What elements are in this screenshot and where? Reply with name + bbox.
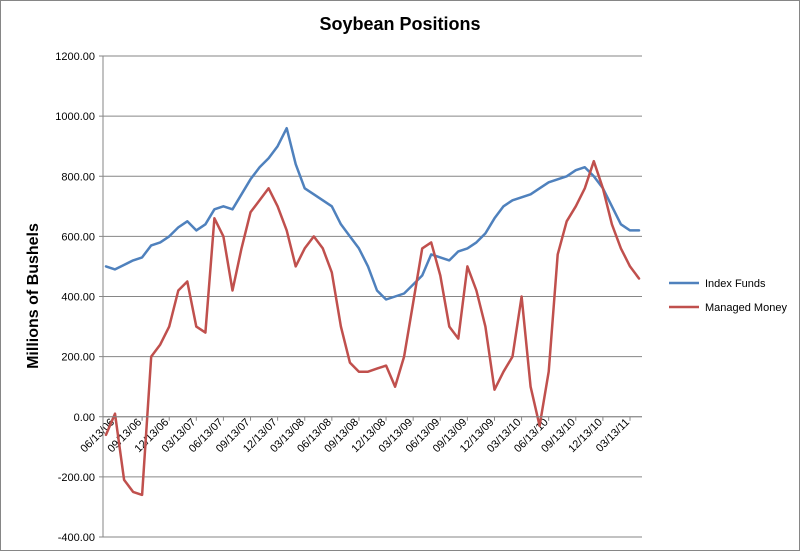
y-tick-label: 800.00	[61, 171, 95, 183]
y-tick-label: -200.00	[58, 472, 95, 484]
y-tick-label: 1000.00	[55, 111, 95, 123]
y-tick-label: -400.00	[58, 532, 95, 544]
legend-label: Index Funds	[705, 278, 766, 290]
y-tick-label: 0.00	[74, 412, 95, 424]
chart-title: Soybean Positions	[319, 14, 480, 34]
axes	[102, 56, 642, 537]
series-line-managed-money	[104, 159, 641, 497]
y-axis-title: Millions of Bushels	[25, 223, 42, 369]
plot-lines	[104, 126, 641, 497]
y-tick-label: 1200.00	[55, 51, 95, 63]
legend-label: Managed Money	[705, 302, 787, 314]
x-axis-ticks: 06/13/0609/13/0612/13/0603/13/0706/13/07…	[78, 416, 632, 455]
legend: Index Funds Managed Money	[669, 278, 787, 314]
y-tick-label: 400.00	[61, 292, 95, 304]
gridlines	[103, 55, 642, 538]
y-axis-ticks: 1200.00 1000.00 800.00 600.00 400.00 200.00 0.…	[55, 51, 103, 544]
y-tick-label: 200.00	[61, 352, 95, 364]
y-tick-label: 600.00	[61, 231, 95, 243]
series-line-index-funds	[104, 126, 641, 301]
